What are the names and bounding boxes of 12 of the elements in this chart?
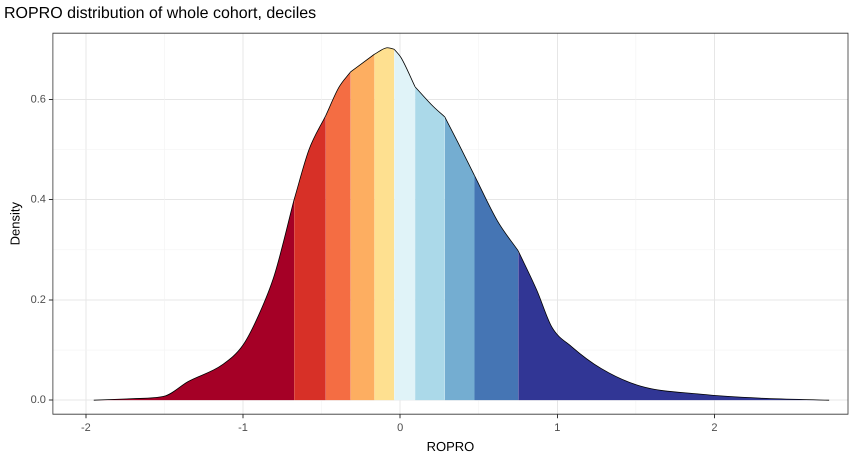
x-tick-label: 0 <box>397 422 404 434</box>
x-tick-label: -1 <box>238 422 248 434</box>
y-tick-label: 0.0 <box>30 394 46 406</box>
x-tick-label: 2 <box>711 422 718 434</box>
x-tick-label: -2 <box>81 422 91 434</box>
x-tick-label: 1 <box>554 422 560 434</box>
y-axis-title: Density <box>7 202 22 246</box>
y-tick-label: 0.4 <box>30 194 46 206</box>
y-tick-label: 0.2 <box>30 294 46 306</box>
x-axis-title: ROPRO <box>426 438 474 454</box>
chart-title: ROPRO distribution of whole cohort, deciles <box>4 5 316 22</box>
y-tick-label: 0.6 <box>30 93 46 106</box>
